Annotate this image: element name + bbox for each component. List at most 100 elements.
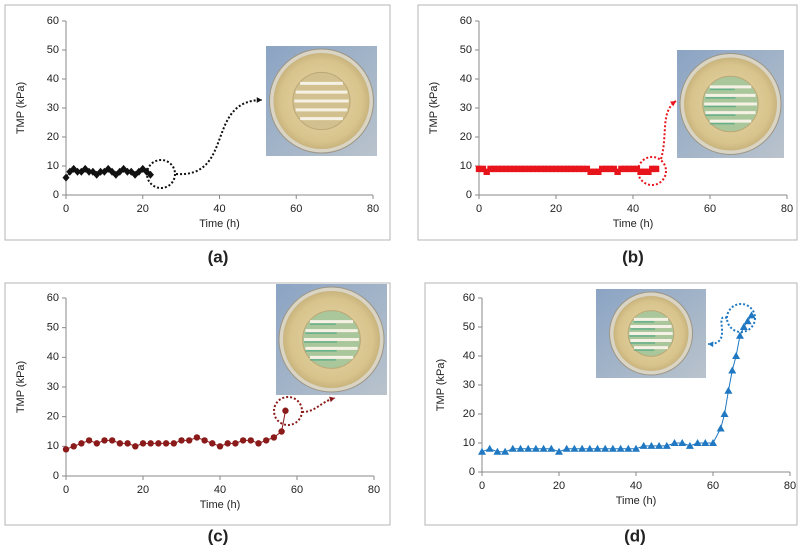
point bbox=[263, 437, 269, 443]
y-tick-label: 0 bbox=[466, 189, 472, 201]
x-tick-label: 60 bbox=[291, 484, 303, 496]
callout-arrow bbox=[302, 398, 335, 412]
point bbox=[653, 166, 659, 172]
point bbox=[63, 446, 69, 452]
point bbox=[486, 445, 494, 452]
caption: (b) bbox=[622, 247, 644, 266]
arrow-head bbox=[329, 397, 335, 403]
point bbox=[278, 428, 284, 434]
x-tick-label: 40 bbox=[213, 203, 225, 215]
x-axis-label: Time (h) bbox=[200, 499, 241, 511]
y-tick-label: 30 bbox=[47, 381, 59, 393]
point bbox=[124, 440, 130, 446]
point bbox=[201, 437, 207, 443]
point bbox=[186, 437, 192, 443]
x-tick-label: 80 bbox=[784, 480, 796, 492]
y-tick-label: 60 bbox=[47, 15, 59, 27]
y-tick-label: 30 bbox=[463, 379, 475, 391]
point bbox=[155, 440, 161, 446]
x-tick-label: 0 bbox=[63, 203, 69, 215]
figure: 0 10 20 30 40 50 60 0 20 40 60 80 Time (h) TMP (kPa) (… bbox=[0, 0, 800, 554]
point bbox=[71, 443, 77, 449]
x-tick-label: 40 bbox=[630, 480, 642, 492]
y-tick-label: 10 bbox=[47, 160, 59, 172]
point bbox=[78, 440, 84, 446]
point bbox=[86, 437, 92, 443]
point bbox=[109, 437, 115, 443]
y-tick-label: 50 bbox=[463, 321, 475, 333]
point bbox=[721, 410, 729, 417]
x-tick-label: 0 bbox=[63, 484, 69, 496]
arrow-head bbox=[670, 101, 676, 106]
y-tick-label: 40 bbox=[460, 73, 472, 85]
arrow-head bbox=[257, 97, 262, 103]
point bbox=[194, 434, 200, 440]
point bbox=[282, 408, 288, 414]
y-tick-label: 20 bbox=[47, 411, 59, 423]
x-axis-label: Time (h) bbox=[613, 218, 654, 230]
y-tick-label: 40 bbox=[47, 73, 59, 85]
point bbox=[271, 434, 277, 440]
y-tick-label: 60 bbox=[460, 15, 472, 27]
y-tick-label: 10 bbox=[47, 440, 59, 452]
y-tick-label: 40 bbox=[463, 350, 475, 362]
point bbox=[148, 440, 154, 446]
x-tick-label: 20 bbox=[550, 203, 562, 215]
point bbox=[728, 367, 736, 374]
x-tick-label: 0 bbox=[479, 480, 485, 492]
point bbox=[101, 437, 107, 443]
y-tick-label: 50 bbox=[460, 44, 472, 56]
y-tick-label: 20 bbox=[47, 131, 59, 143]
x-axis-label: Time (h) bbox=[616, 495, 657, 507]
y-axis-label: TMP (kPa) bbox=[435, 359, 447, 411]
point bbox=[732, 352, 740, 359]
x-tick-label: 80 bbox=[781, 203, 793, 215]
callout-arrow bbox=[176, 100, 262, 174]
point bbox=[217, 443, 223, 449]
caption: (d) bbox=[624, 526, 646, 545]
y-axis-label: TMP (kPa) bbox=[15, 361, 27, 413]
point bbox=[724, 387, 732, 394]
y-tick-label: 0 bbox=[53, 189, 59, 201]
y-tick-label: 40 bbox=[47, 351, 59, 363]
y-tick-label: 50 bbox=[47, 44, 59, 56]
point bbox=[225, 440, 231, 446]
point bbox=[478, 448, 486, 455]
x-tick-label: 20 bbox=[137, 203, 149, 215]
x-tick-label: 40 bbox=[214, 484, 226, 496]
point bbox=[240, 437, 246, 443]
x-tick-label: 80 bbox=[368, 484, 380, 496]
point bbox=[555, 448, 563, 455]
caption: (a) bbox=[208, 247, 229, 266]
point bbox=[163, 440, 169, 446]
arrow-head bbox=[708, 341, 713, 347]
y-tick-label: 60 bbox=[47, 292, 59, 304]
point bbox=[209, 440, 215, 446]
y-tick-label: 30 bbox=[460, 102, 472, 114]
x-tick-label: 60 bbox=[707, 480, 719, 492]
point bbox=[232, 440, 238, 446]
point bbox=[248, 437, 254, 443]
panel: 0102030405060020406080Time (h)TMP (kPa) bbox=[5, 283, 390, 525]
y-tick-label: 0 bbox=[53, 470, 59, 482]
panel: 0102030405060020406080Time (h)TMP (kPa) bbox=[425, 283, 797, 525]
point bbox=[94, 440, 100, 446]
point bbox=[255, 440, 261, 446]
point bbox=[117, 440, 123, 446]
y-tick-label: 10 bbox=[463, 437, 475, 449]
y-tick-label: 50 bbox=[47, 322, 59, 334]
y-tick-label: 30 bbox=[47, 102, 59, 114]
y-tick-label: 20 bbox=[460, 131, 472, 143]
point bbox=[132, 443, 138, 449]
point bbox=[171, 440, 177, 446]
caption: (c) bbox=[208, 526, 229, 545]
y-axis-label: TMP (kPa) bbox=[15, 82, 27, 134]
x-tick-label: 60 bbox=[290, 203, 302, 215]
x-tick-label: 40 bbox=[627, 203, 639, 215]
y-tick-label: 60 bbox=[463, 292, 475, 304]
point bbox=[140, 440, 146, 446]
point bbox=[178, 437, 184, 443]
x-tick-label: 20 bbox=[553, 480, 565, 492]
